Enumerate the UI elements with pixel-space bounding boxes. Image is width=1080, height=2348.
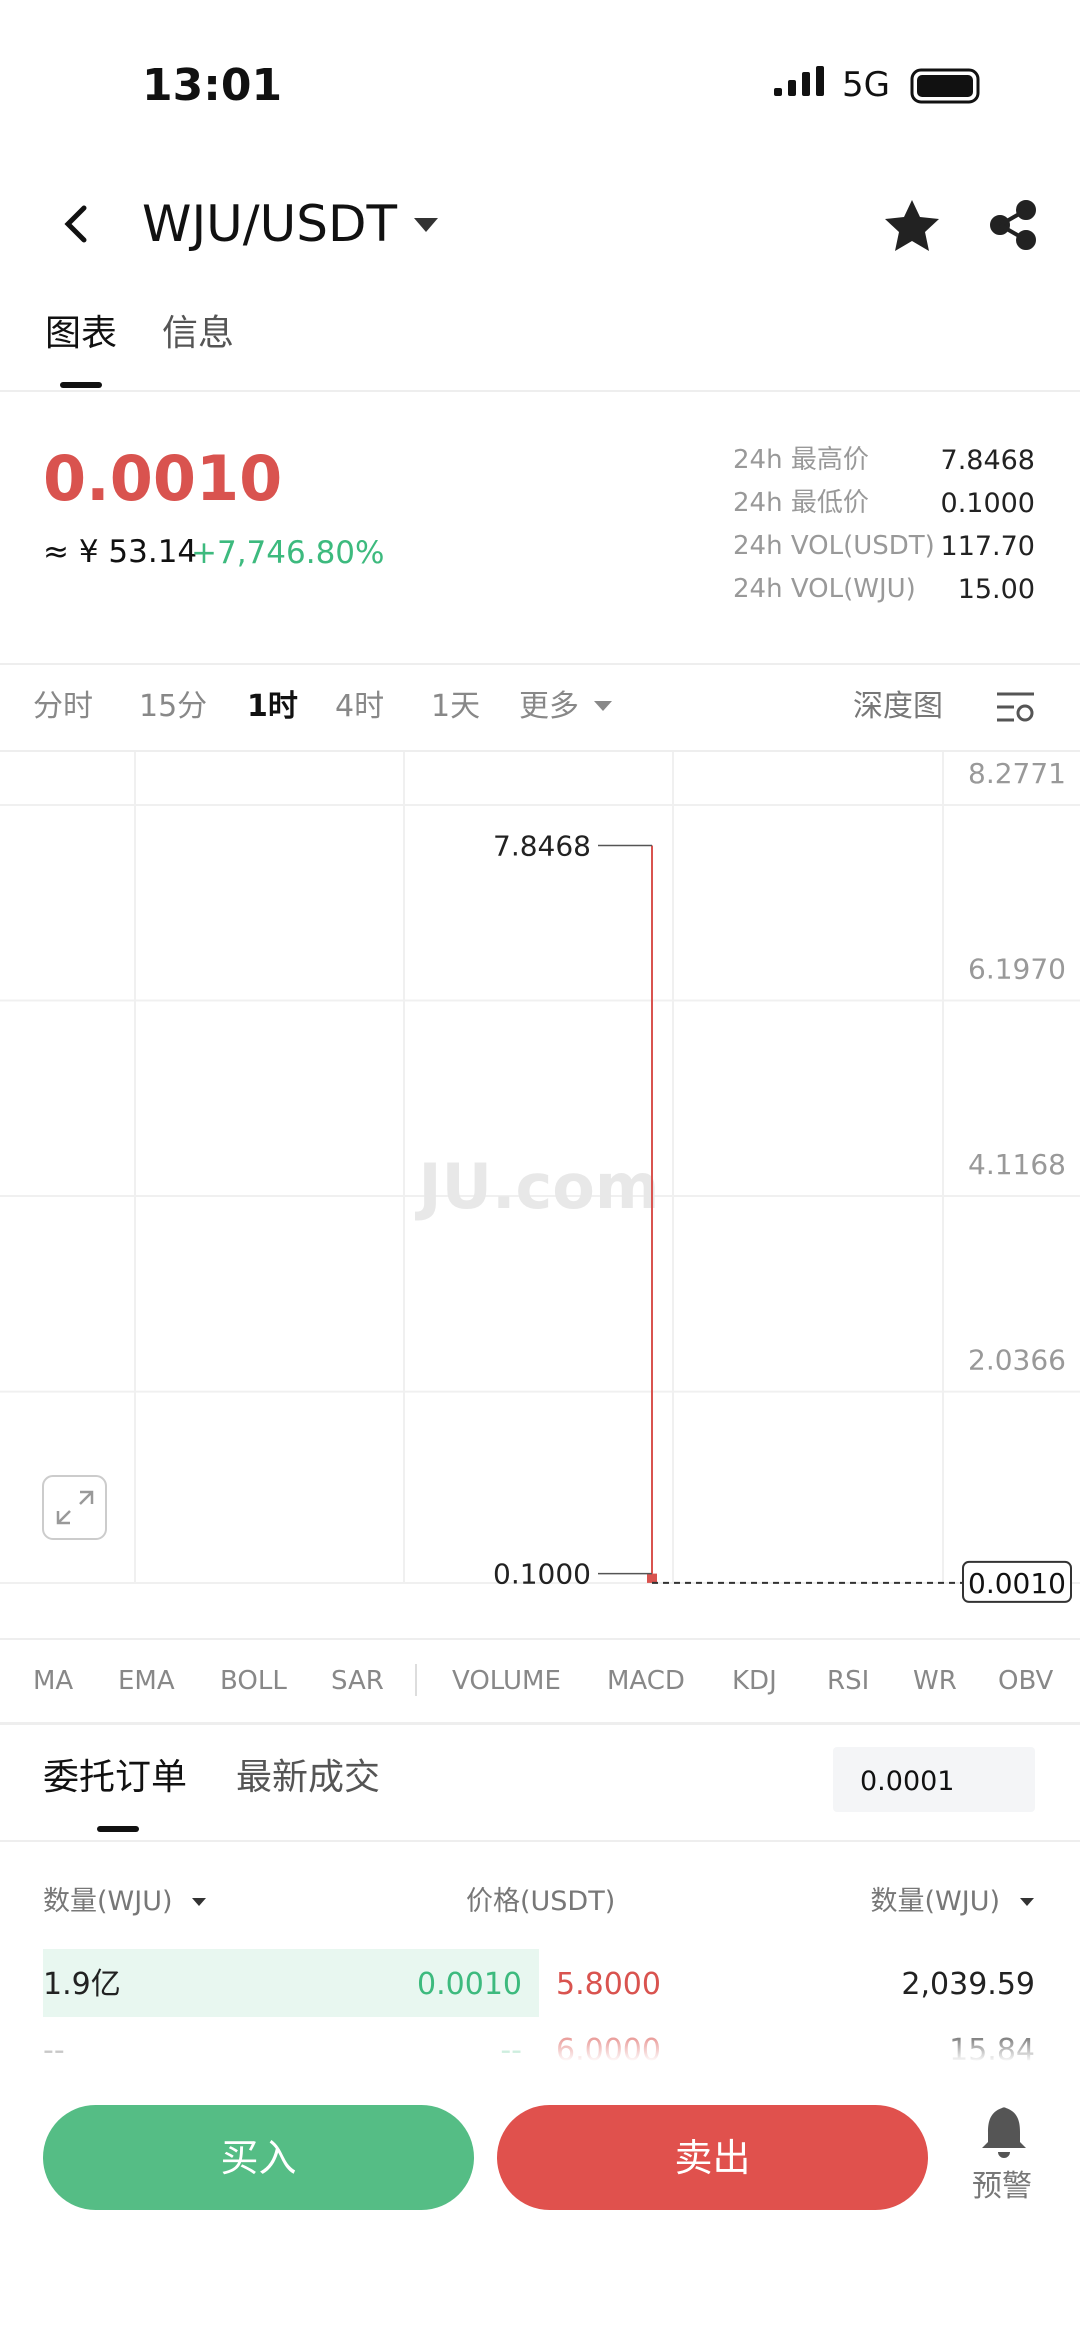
depth-bar — [43, 1949, 539, 2017]
price-change: +7,746.80% — [191, 535, 385, 571]
book-header: 数量(WJU) — [870, 1886, 1001, 1917]
favorite-icon — [885, 200, 939, 251]
order-tab[interactable]: 最新成交 — [236, 1757, 381, 1798]
pair-dropdown-icon — [414, 218, 438, 232]
more-dropdown-icon — [594, 701, 612, 711]
precision-value: 0.0001 — [860, 1766, 955, 1797]
stat-label: 24h VOL(USDT) — [733, 531, 935, 561]
alert-icon — [982, 2107, 1026, 2158]
last-price-tag — [962, 1560, 1072, 1603]
y-tick-label: 4.1168 — [968, 1148, 1066, 1181]
divider — [0, 1722, 1080, 1725]
indicator-tab[interactable]: MACD — [607, 1666, 685, 1696]
divider — [0, 750, 1080, 752]
interval-tab[interactable]: 15分 — [139, 689, 208, 724]
cny-price: ≈ ¥ 53.14 — [43, 534, 198, 570]
high-marker-label: 7.8468 — [493, 829, 591, 862]
header-dropdown-icon — [192, 1898, 206, 1906]
chart-settings-icon — [997, 692, 1034, 722]
interval-tab[interactable]: 4时 — [335, 689, 385, 724]
watermark: JU.com — [415, 1150, 660, 1223]
sell-button[interactable]: 卖出 — [497, 2105, 928, 2210]
signal-icon — [774, 66, 824, 96]
battery — [910, 68, 980, 104]
ask-price: 5.8000 — [556, 1967, 661, 2002]
stat-label: 24h 最低价 — [733, 488, 869, 518]
stat-value: 117.70 — [940, 531, 1035, 562]
stat-value: 15.00 — [957, 574, 1035, 605]
divider — [0, 663, 1080, 665]
divider — [0, 1840, 1080, 1842]
candle-body — [647, 1573, 657, 1583]
stat-label: 24h 最高价 — [733, 445, 869, 475]
tab[interactable]: 图表 — [45, 313, 118, 354]
indicator-tab[interactable]: OBV — [998, 1666, 1054, 1696]
bid-amount: 1.9亿 — [43, 1967, 121, 2002]
status-time: 13:01 — [142, 60, 283, 111]
last-price: 0.0010 — [43, 442, 283, 515]
low-marker-label: 0.1000 — [493, 1558, 591, 1591]
fade — [0, 2020, 1080, 2062]
y-tick-label: 8.2771 — [968, 757, 1066, 790]
expand-icon — [56, 1490, 94, 1525]
divider — [0, 390, 1080, 392]
alert-label[interactable]: 预警 — [972, 2169, 1032, 2204]
stat-label: 24h VOL(WJU) — [733, 574, 916, 604]
order-tab-underline — [97, 1826, 139, 1832]
tab-underline — [60, 382, 102, 388]
interval-tab[interactable]: 1时 — [247, 689, 298, 724]
indicator-tab[interactable]: SAR — [331, 1666, 384, 1696]
battery-level — [917, 75, 973, 97]
interval-tab[interactable]: 1天 — [431, 689, 481, 724]
divider — [0, 1638, 1080, 1640]
order-tab[interactable]: 委托订单 — [43, 1757, 188, 1798]
header-dropdown-icon — [1020, 1898, 1034, 1906]
network-label: 5G — [842, 65, 890, 105]
precision-select[interactable] — [833, 1747, 1035, 1812]
candle-chart: 2.0366 4.1168 6.1970 8.2771 JU.com 7.8468 0.10… — [0, 752, 1080, 1603]
tab[interactable]: 信息 — [162, 313, 235, 354]
back-icon — [64, 205, 87, 243]
last-price-label: 0.0010 — [968, 1567, 1066, 1600]
expand-button — [42, 1475, 107, 1540]
indicator-tab[interactable]: KDJ — [732, 1666, 777, 1696]
y-tick-label: 6.1970 — [968, 953, 1066, 986]
bid-price: 0.0010 — [417, 1967, 522, 2002]
indicator-tab[interactable]: MA — [33, 1666, 74, 1696]
share-icon — [990, 200, 1036, 250]
buy-button[interactable]: 买入 — [43, 2105, 474, 2210]
book-header: 价格(USDT) — [466, 1886, 616, 1917]
book-header: 数量(WJU) — [43, 1886, 173, 1917]
y-tick-label: 2.0366 — [968, 1344, 1066, 1377]
indicator-tab[interactable]: EMA — [118, 1666, 175, 1696]
indicator-tab[interactable]: BOLL — [220, 1666, 287, 1696]
stat-value: 7.8468 — [940, 445, 1035, 476]
ask-amount: 2,039.59 — [901, 1967, 1035, 2002]
separator — [415, 1664, 417, 1696]
pair-title[interactable]: WJU/USDT — [142, 195, 398, 253]
interval-tab[interactable]: 更多 — [519, 689, 579, 724]
indicator-tab[interactable]: WR — [913, 1666, 957, 1696]
indicator-tab[interactable]: VOLUME — [452, 1666, 561, 1696]
stat-value: 0.1000 — [940, 488, 1035, 519]
indicator-tab[interactable]: RSI — [827, 1666, 870, 1696]
interval-tab[interactable]: 分时 — [33, 689, 93, 724]
depth-chart-tab[interactable]: 深度图 — [853, 689, 943, 724]
